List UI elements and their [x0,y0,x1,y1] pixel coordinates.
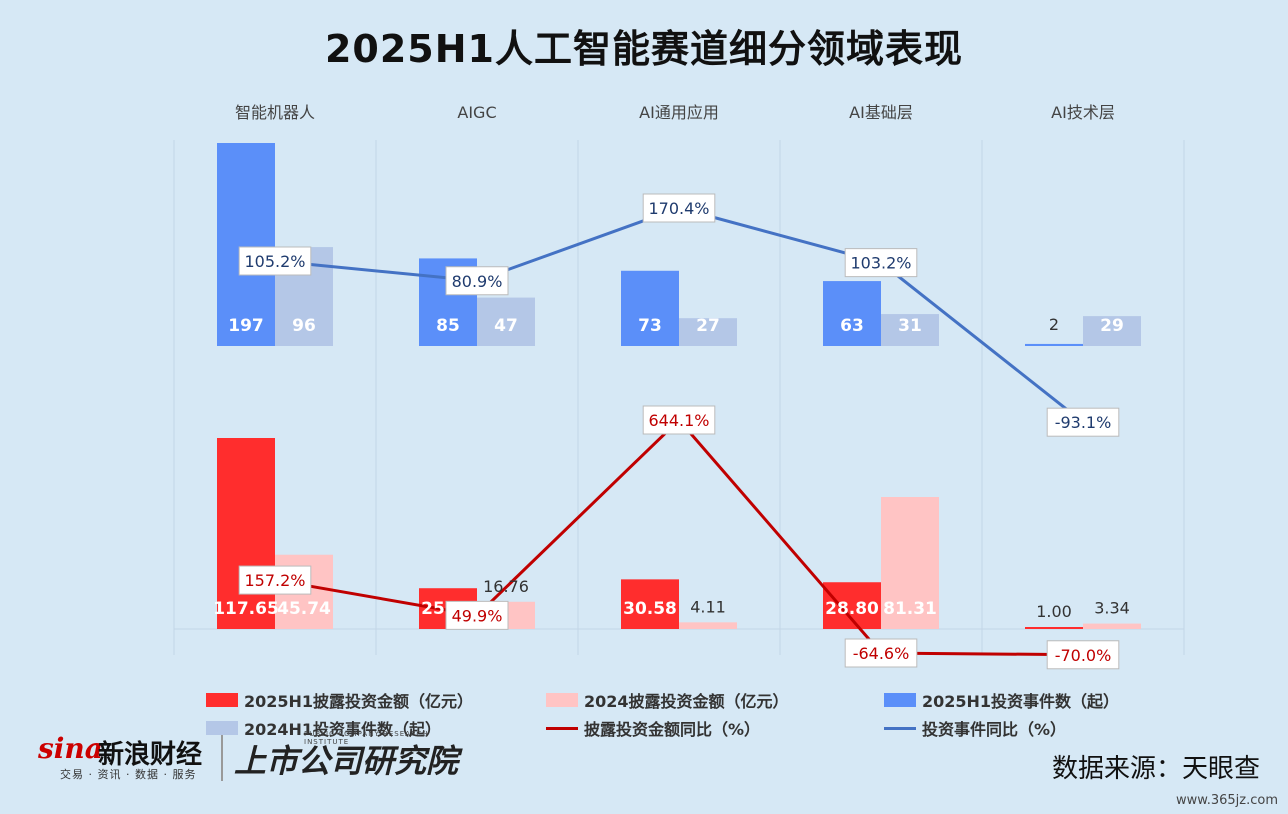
bar-amount-2024 [881,496,939,629]
line-label-amount-yoy: -64.6% [853,644,910,663]
chart-data-labels: 197 85 73 63 2 96 47 27 31 29 105.2% 80.9% 170.4% 103… [213,193,1130,670]
bar-events-2024h1 [881,314,939,346]
category-labels: 智能机器人 AIGC AI通用应用 AI基础层 AI技术层 [235,103,1115,122]
data-label: 3.34 [1094,599,1130,618]
bar-events-2024h1 [679,318,737,346]
line-label-events-yoy-box [642,193,716,223]
chart-bars [217,143,1141,629]
data-label: 27 [696,316,720,336]
legend-label: 2025H1投资事件数（起） [922,692,1120,711]
logo-divider [221,735,223,781]
legend-label: 披露投资金额同比（%） [584,720,761,739]
line-label-amount-yoy: -70.0% [1055,646,1112,665]
data-label: 1.00 [1036,602,1072,621]
bar-events-2024h1 [477,297,535,346]
line-label-events-yoy: 103.2% [850,254,911,273]
data-label: 63 [840,316,864,336]
bar-amount-2025h1 [621,579,679,629]
legend-label: 2024披露投资金额（亿元） [584,692,789,711]
data-label: 81.31 [883,599,937,619]
line-label-events-yoy-box [1046,407,1120,437]
legend-label: 投资事件同比（%） [922,720,1067,739]
line-label-amount-yoy: 644.1% [648,411,709,430]
category-label: AI基础层 [849,103,913,122]
chart-canvas: 智能机器人 AIGC AI通用应用 AI基础层 AI技术层 197 85 73 63 2 96 47… [173,103,1185,670]
bar-events-2025h1 [823,281,881,346]
legend-item: 2025H1披露投资金额（亿元） [206,688,473,712]
line-label-events-yoy: 105.2% [244,252,305,271]
bar-amount-2024 [679,622,737,629]
line-label-events-yoy: 170.4% [648,199,709,218]
line-label-events-yoy-box [238,246,312,276]
data-label: 85 [436,316,460,336]
data-label: 30.58 [623,599,677,619]
watermark: www.365jz.com [1176,793,1278,808]
sina-logo-word: sina [38,732,103,765]
legend-label: 2024H1投资事件数（起） [244,720,442,739]
data-label: 45.74 [277,599,331,619]
chart-title: 2025H1人工智能赛道细分领域表现 [324,27,963,71]
bar-amount-2025h1 [217,438,275,629]
legend-swatch [546,693,578,707]
line-label-amount-yoy: 157.2% [244,571,305,590]
data-label: 96 [292,316,316,336]
institute-logo: PUBLIC COMPANY RESEARCH INSTITUTE 上市公司研究… [234,728,474,784]
line-label-events-yoy: 80.9% [452,272,503,291]
sina-logo-tagline: 交易 · 资讯 · 数据 · 服务 [60,768,197,781]
line-label-amount-yoy-box [642,405,716,435]
data-label: 47 [494,316,518,336]
legend-item: 2024H1投资事件数（起） [206,716,441,740]
legend-swatch [206,721,238,735]
legend-label: 2025H1披露投资金额（亿元） [244,692,474,711]
data-label: 197 [228,316,264,336]
legend-item: 2024披露投资金额（亿元） [546,688,789,712]
bar-amount-2024 [1083,623,1141,629]
sina-logo-name: 新浪财经 [98,740,203,770]
line-label-amount-yoy-box [1046,640,1120,670]
legend-item: 投资事件同比（%） [884,716,1066,740]
category-label: AI通用应用 [639,103,719,122]
data-label: 73 [638,316,662,336]
chart-gridlines [173,140,1185,655]
line-label-amount-yoy-box [844,638,918,668]
data-label: 117.65 [213,599,279,619]
line-label-events-yoy-box [445,266,509,296]
institute-logo-cn: 上市公司研究院 [234,742,459,780]
legend-swatch [884,693,916,707]
institute-logo-en: PUBLIC COMPANY RESEARCH INSTITUTE [304,730,429,746]
data-label: 4.11 [690,597,726,616]
bar-events-2025h1 [621,270,679,346]
data-label: 2 [1049,315,1059,334]
line-label-amount-yoy-box [445,600,509,630]
legend-swatch [884,726,916,730]
line-label-events-yoy: -93.1% [1055,413,1112,432]
data-label: 31 [898,316,922,336]
line-label-amount-yoy: 49.9% [452,606,503,625]
category-label: AIGC [457,103,496,122]
category-label: 智能机器人 [235,103,315,122]
category-label: AI技术层 [1051,103,1115,122]
bar-events-2025h1 [217,143,275,346]
data-label: 28.80 [825,599,879,619]
chart-legend: 2025H1披露投资金额（亿元） 2024披露投资金额（亿元） 2025H1投资… [0,684,1288,744]
line-label-amount-yoy-box [238,565,312,595]
data-label: 16.76 [483,577,529,596]
bar-amount-2025h1 [1025,627,1083,629]
legend-item: 2025H1投资事件数（起） [884,688,1119,712]
legend-swatch [546,726,578,730]
sina-finance-logo: sina 新浪财经 交易 · 资讯 · 数据 · 服务 [38,728,218,784]
legend-swatch [206,693,238,707]
bar-events-2024h1 [1083,316,1141,346]
data-label: 29 [1100,316,1124,336]
bar-events-2025h1 [1025,343,1083,346]
legend-item: 披露投资金额同比（%） [546,716,760,740]
line-label-events-yoy-box [844,248,918,278]
data-source: 数据来源：天眼查 [1051,754,1260,784]
